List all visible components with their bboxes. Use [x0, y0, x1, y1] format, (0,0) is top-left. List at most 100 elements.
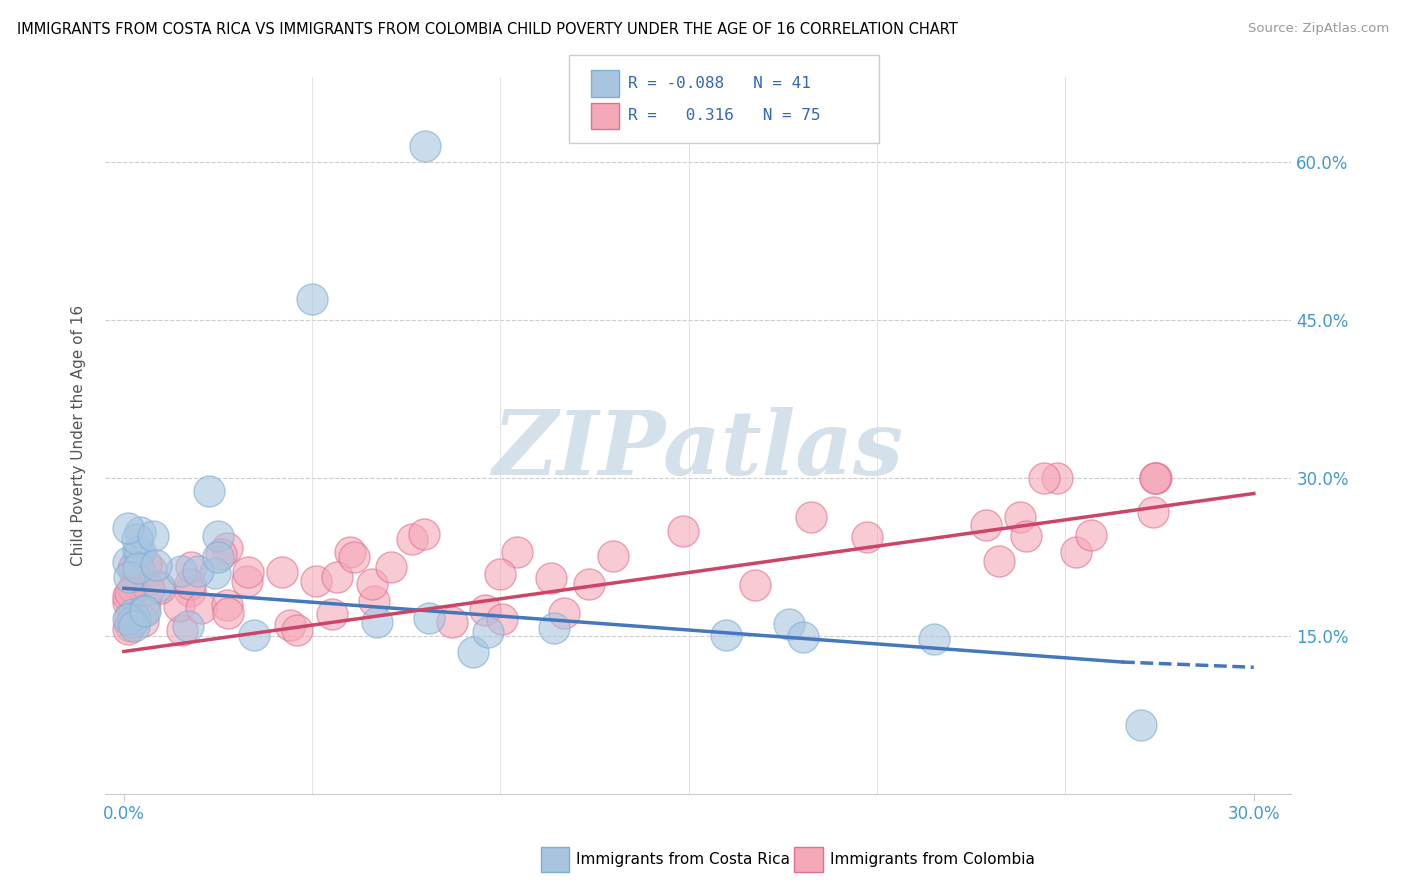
- Point: [134, 604, 156, 618]
- Point: [134, 594, 156, 608]
- Point: [122, 562, 145, 576]
- Text: IMMIGRANTS FROM COSTA RICA VS IMMIGRANTS FROM COLOMBIA CHILD POVERTY UNDER THE A: IMMIGRANTS FROM COSTA RICA VS IMMIGRANTS…: [17, 22, 957, 37]
- Point: [149, 581, 172, 595]
- Point: [505, 545, 527, 559]
- Point: [139, 563, 162, 577]
- Point: [342, 549, 364, 564]
- Point: [177, 619, 200, 633]
- Point: [270, 565, 292, 579]
- Point: [540, 571, 562, 585]
- Point: [190, 601, 212, 615]
- Text: R = -0.088   N = 41: R = -0.088 N = 41: [628, 77, 811, 91]
- Point: [491, 612, 513, 626]
- Point: [339, 545, 361, 559]
- Text: Immigrants from Costa Rica: Immigrants from Costa Rica: [576, 853, 790, 867]
- Point: [121, 607, 143, 622]
- Point: [198, 484, 221, 499]
- Point: [180, 559, 202, 574]
- Point: [125, 532, 148, 546]
- Point: [1008, 510, 1031, 524]
- Point: [716, 628, 738, 642]
- Point: [117, 612, 139, 626]
- Point: [142, 529, 165, 543]
- Point: [187, 564, 209, 578]
- Point: [121, 615, 143, 629]
- Point: [974, 517, 997, 532]
- Point: [474, 603, 496, 617]
- Point: [146, 579, 169, 593]
- Point: [477, 625, 499, 640]
- Point: [380, 560, 402, 574]
- Point: [1080, 528, 1102, 542]
- Point: [138, 582, 160, 597]
- Point: [792, 630, 814, 644]
- Y-axis label: Child Poverty Under the Age of 16: Child Poverty Under the Age of 16: [72, 305, 86, 566]
- Point: [117, 521, 139, 535]
- Point: [413, 139, 436, 153]
- Point: [285, 623, 308, 637]
- Point: [321, 607, 343, 622]
- Point: [1142, 504, 1164, 518]
- Point: [243, 628, 266, 642]
- Point: [1144, 471, 1167, 485]
- Point: [301, 292, 323, 306]
- Point: [461, 645, 484, 659]
- Point: [987, 554, 1010, 568]
- Text: R =   0.316   N = 75: R = 0.316 N = 75: [628, 109, 821, 123]
- Point: [778, 617, 800, 632]
- Point: [122, 582, 145, 596]
- Point: [489, 566, 512, 581]
- Point: [856, 530, 879, 544]
- Point: [418, 610, 440, 624]
- Point: [1064, 545, 1087, 559]
- Point: [1015, 528, 1038, 542]
- Point: [360, 576, 382, 591]
- Point: [672, 524, 695, 539]
- Point: [209, 547, 232, 561]
- Point: [204, 566, 226, 580]
- Point: [924, 632, 946, 647]
- Point: [118, 586, 141, 600]
- Point: [1033, 471, 1056, 485]
- Point: [129, 544, 152, 558]
- Point: [124, 559, 146, 574]
- Point: [120, 618, 142, 632]
- Point: [305, 574, 328, 589]
- Point: [122, 619, 145, 633]
- Point: [117, 594, 139, 608]
- Point: [278, 618, 301, 632]
- Point: [217, 606, 239, 620]
- Point: [412, 526, 434, 541]
- Point: [132, 602, 155, 616]
- Point: [326, 570, 349, 584]
- Point: [117, 555, 139, 569]
- Point: [215, 541, 238, 555]
- Point: [744, 577, 766, 591]
- Point: [179, 577, 201, 591]
- Point: [1143, 471, 1166, 485]
- Point: [235, 574, 257, 588]
- Point: [543, 621, 565, 635]
- Point: [401, 532, 423, 546]
- Point: [170, 564, 193, 578]
- Point: [1129, 718, 1152, 732]
- Point: [236, 566, 259, 580]
- Point: [602, 549, 624, 564]
- Point: [120, 609, 142, 624]
- Point: [1144, 471, 1167, 485]
- Point: [800, 509, 823, 524]
- Point: [118, 570, 141, 584]
- Point: [124, 612, 146, 626]
- Point: [145, 558, 167, 572]
- Point: [207, 549, 229, 564]
- Point: [167, 599, 190, 613]
- Text: ZIPatlas: ZIPatlas: [492, 407, 904, 493]
- Point: [117, 589, 139, 603]
- Point: [170, 624, 193, 638]
- Point: [553, 606, 575, 620]
- Point: [135, 557, 157, 571]
- Point: [207, 528, 229, 542]
- Point: [217, 599, 239, 613]
- Point: [127, 544, 149, 558]
- Point: [1046, 471, 1069, 485]
